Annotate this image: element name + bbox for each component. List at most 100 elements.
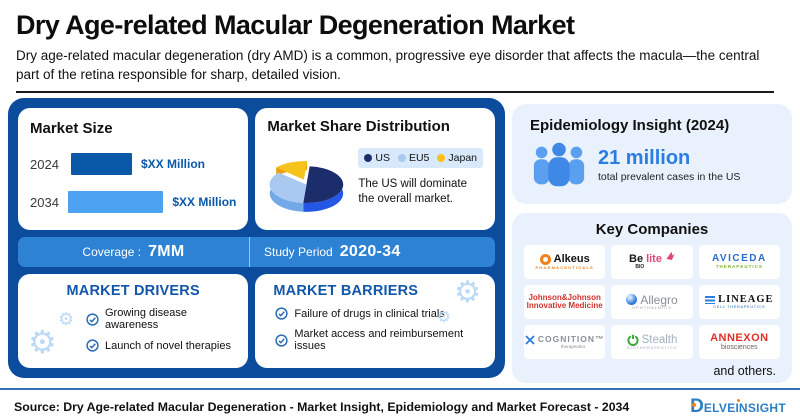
company-logo-johnson-and-johnson: Johnson&Johnson Innovative Medicine xyxy=(524,285,606,319)
bar-value-2024: $XX Million xyxy=(141,157,206,171)
study-period-label: Study Period xyxy=(264,245,333,259)
page-subtitle: Dry age-related macular degeneration (dr… xyxy=(16,48,760,82)
market-share-body: US EU5 Japan The US will dominate xyxy=(267,140,483,230)
legend-dot-japan xyxy=(437,154,446,162)
company-name: Be xyxy=(629,252,644,265)
hummingbird-icon xyxy=(666,252,675,261)
footer: Source: Dry Age-related Macular Degenera… xyxy=(0,388,800,418)
barrier-item: Market access and reimbursement issues xyxy=(275,328,487,352)
and-others-note: and others. xyxy=(713,364,776,378)
header: Dry Age-related Macular Degeneration Mar… xyxy=(0,0,800,94)
market-barriers-card: ⚙ ⚙ MARKET BARRIERS Failure of drugs in … xyxy=(255,274,495,368)
market-share-right: US EU5 Japan The US will dominate xyxy=(358,140,483,207)
barrier-item: Failure of drugs in clinical trials xyxy=(275,307,487,320)
legend-label-us: US xyxy=(375,152,390,164)
company-logo-belite: Be lite BIO xyxy=(611,245,693,279)
company-subtitle: THERAPEUTICS xyxy=(715,263,763,269)
market-drivers-card: ⚙ ⚙ MARKET DRIVERS Growing disease aware… xyxy=(18,274,249,368)
epidemiology-row: 21 million total prevalent cases in the … xyxy=(530,141,774,189)
legend-label-japan: Japan xyxy=(448,152,477,164)
page-title: Dry Age-related Macular Degeneration Mar… xyxy=(16,10,575,40)
bars-icon xyxy=(705,295,716,304)
driver-item: Launch of novel therapies xyxy=(86,339,240,352)
company-logo-cognition: COGNITION™ therapeutics xyxy=(524,325,606,359)
company-subtitle: Innovative Medicine xyxy=(526,301,603,310)
legend-label-eu5: EU5 xyxy=(408,152,430,164)
check-circle-icon xyxy=(86,312,99,326)
source-text: Source: Dry Age-related Macular Degenera… xyxy=(14,400,630,414)
gear-icon: ⚙ xyxy=(28,324,57,360)
company-name: Johnson&Johnson xyxy=(528,292,601,302)
key-companies-title: Key Companies xyxy=(595,221,709,238)
market-overview-panel: Market Size 2024 $XX Million 2034 $XX Mi… xyxy=(8,98,505,378)
legend-item-eu5: EU5 xyxy=(397,152,430,164)
legend-dot-us xyxy=(364,154,373,162)
header-divider xyxy=(16,91,774,94)
company-name: Allegro xyxy=(640,292,678,307)
market-share-title: Market Share Distribution xyxy=(267,118,450,135)
legend-item-us: US xyxy=(364,152,390,164)
company-name: ANNEXON xyxy=(710,331,769,344)
pie-legend: US EU5 Japan xyxy=(358,148,483,168)
gear-icon: ⚙ xyxy=(58,309,75,329)
company-subtitle: BIOTHERAPEUTICS xyxy=(627,344,677,350)
alkeus-circle-icon xyxy=(539,254,551,266)
people-icon xyxy=(533,142,585,187)
bar-2024 xyxy=(71,153,132,175)
epidemiology-title: Epidemiology Insight (2024) xyxy=(530,117,730,134)
drivers-title: MARKET DRIVERS xyxy=(66,283,200,299)
company-subtitle: therapeutics xyxy=(560,343,586,349)
driver-item-label: Launch of novel therapies xyxy=(105,339,231,352)
company-logo-aviceda: AVICEDA THERAPEUTICS xyxy=(698,245,780,279)
company-logo-lineage: LINEAGE CELL THERAPEUTICS xyxy=(698,285,780,319)
barrier-item-label: Failure of drugs in clinical trials xyxy=(294,307,445,320)
bar-row-2024: 2024 $XX Million xyxy=(30,153,236,175)
company-logo-grid: Alkeus PHARMACEUTICALS Be lite BIO AVICED… xyxy=(524,245,780,359)
study-period-section: Study Period 2020-34 xyxy=(249,237,495,267)
coverage-section: Coverage : 7MM xyxy=(18,237,249,267)
study-period-value: 2020-34 xyxy=(339,243,401,260)
company-subtitle: PHARMACEUTICALS xyxy=(535,264,594,270)
key-companies-card: Key Companies Alkeus PHARMACEUTICALS Be l… xyxy=(512,213,792,383)
bar-value-2034: $XX Million xyxy=(172,195,237,209)
market-share-note: The US will dominate the overall market. xyxy=(358,178,468,205)
drivers-list: Growing disease awareness Launch of nove… xyxy=(26,307,240,352)
bar-row-2034: 2034 $XX Million xyxy=(30,191,236,213)
power-icon xyxy=(626,334,639,346)
check-circle-icon xyxy=(275,333,289,347)
company-logo-stealth: Stealth BIOTHERAPEUTICS xyxy=(611,325,693,359)
gear-icon: ⚙ xyxy=(454,276,481,309)
year-label: 2024 xyxy=(30,156,59,172)
pie-chart xyxy=(270,161,344,212)
barriers-title: MARKET BARRIERS xyxy=(273,283,419,299)
company-subtitle: biosciences xyxy=(721,344,758,352)
side-column: Epidemiology Insight (2024) 21 million xyxy=(512,98,792,383)
driver-item: Growing disease awareness xyxy=(86,307,240,331)
company-name: COGNITION™ xyxy=(537,334,605,345)
company-logo-allegro: Allegro OPHTHALMICS xyxy=(611,285,693,319)
gear-icon: ⚙ xyxy=(436,309,451,326)
barriers-list: Failure of drugs in clinical trials Mark… xyxy=(263,307,487,352)
company-name: Stealth xyxy=(641,333,678,346)
market-size-card: Market Size 2024 $XX Million 2034 $XX Mi… xyxy=(18,108,249,230)
driver-item-label: Growing disease awareness xyxy=(105,307,187,331)
company-name: LINEAGE xyxy=(718,294,774,306)
prevalence-value: 21 million xyxy=(598,147,691,169)
company-logo-alkeus: Alkeus PHARMACEUTICALS xyxy=(524,245,606,279)
check-circle-icon xyxy=(86,339,99,352)
check-circle-icon xyxy=(275,307,289,320)
epidemiology-card: Epidemiology Insight (2024) 21 million xyxy=(512,104,792,204)
company-name: AVICEDA xyxy=(711,253,767,265)
market-share-card: Market Share Distribution US EU5 xyxy=(255,108,495,230)
prevalence-caption: total prevalent cases in the US xyxy=(598,171,741,183)
year-label: 2034 xyxy=(30,194,59,210)
prevalence-block: 21 million total prevalent cases in the … xyxy=(598,147,740,183)
coverage-strip: Coverage : 7MM Study Period 2020-34 xyxy=(18,237,495,267)
delveinsight-logo: D ELVE I NSIGHT xyxy=(690,396,786,417)
x-mark-icon xyxy=(525,335,535,345)
legend-dot-eu5 xyxy=(397,154,406,162)
company-logo-annexon: ANNEXON biosciences xyxy=(698,325,780,359)
market-size-title: Market Size xyxy=(30,120,113,137)
company-subtitle: CELL THERAPEUTICS xyxy=(713,304,766,310)
